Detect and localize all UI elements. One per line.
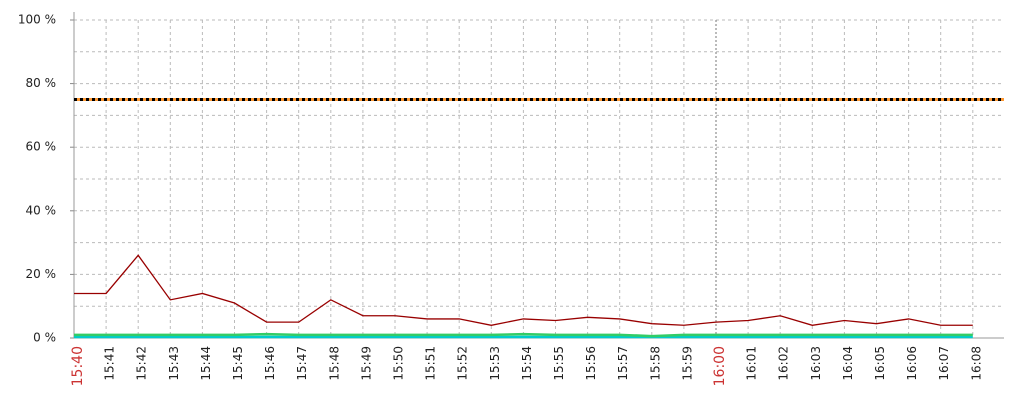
- x-tick-label: 16:04: [841, 346, 855, 381]
- x-tick-label: 16:02: [777, 346, 791, 381]
- x-tick-label: 15:50: [392, 346, 406, 381]
- y-tick-label: 80 %: [26, 76, 57, 90]
- series-line: [74, 332, 973, 338]
- x-tick-label: 15:55: [552, 346, 566, 381]
- x-tick-label: 16:05: [873, 346, 887, 381]
- y-tick-label: 0 %: [33, 331, 56, 345]
- x-tick-label: 15:52: [456, 346, 470, 381]
- x-tick-label: 15:47: [295, 346, 309, 381]
- x-tick-label: 15:42: [135, 346, 149, 381]
- x-tick-label: 15:58: [648, 346, 662, 381]
- x-tick-label: 15:54: [520, 346, 534, 381]
- x-tick-label: 15:53: [488, 346, 502, 381]
- x-tick-label: 15:56: [584, 346, 598, 381]
- x-tick-label: 15:46: [263, 346, 277, 381]
- y-tick-label: 100 %: [18, 13, 56, 27]
- x-tick-label: 15:59: [680, 346, 694, 381]
- x-tick-label: 15:40: [70, 346, 86, 386]
- x-tick-label: 16:06: [905, 346, 919, 381]
- x-tick-label: 16:07: [937, 346, 951, 381]
- x-tick-label: 16:00: [712, 346, 728, 386]
- y-tick-label: 40 %: [26, 203, 57, 217]
- x-tick-label: 16:08: [969, 346, 983, 381]
- x-tick-label: 15:43: [167, 346, 181, 381]
- y-tick-label: 20 %: [26, 267, 57, 281]
- x-tick-label: 16:01: [745, 346, 759, 381]
- y-tick-label: 60 %: [26, 140, 57, 154]
- x-tick-label: 16:03: [809, 346, 823, 381]
- x-tick-label: 15:48: [327, 346, 341, 381]
- x-tick-label: 15:57: [616, 346, 630, 381]
- x-tick-label: 15:45: [231, 346, 245, 381]
- x-tick-label: 15:51: [424, 346, 438, 381]
- x-tick-label: 15:49: [359, 346, 373, 381]
- x-tick-label: 15:41: [103, 346, 117, 381]
- series-line: [74, 254, 973, 326]
- x-tick-label: 15:44: [199, 346, 213, 381]
